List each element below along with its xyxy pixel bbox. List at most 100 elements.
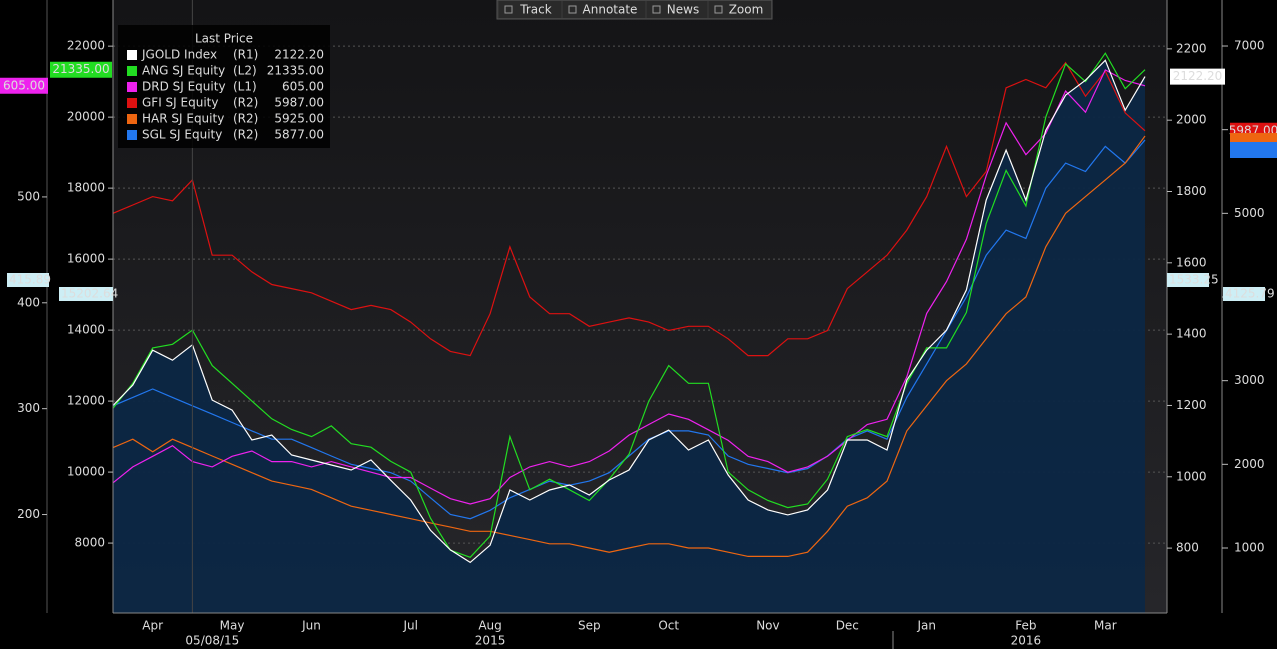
y-tick-label: 22000 xyxy=(67,39,105,53)
y-tick-label: 1400 xyxy=(1176,327,1207,341)
legend-label: DRD SJ Equity xyxy=(142,80,226,94)
x-tick-label: Jul xyxy=(402,619,417,633)
x-tick-label: Feb xyxy=(1015,619,1036,633)
legend-axis-tag: (R2) xyxy=(233,128,258,142)
series-line xyxy=(112,61,1146,357)
legend-label: GFI SJ Equity xyxy=(142,96,218,110)
x-tick-label: Dec xyxy=(836,619,859,633)
series-line xyxy=(112,52,1146,558)
x-tick-label: Nov xyxy=(756,619,779,633)
toolbar-button-label[interactable]: News xyxy=(667,3,699,17)
x-tick-label: Apr xyxy=(142,619,163,633)
y-tick-label: 5000 xyxy=(1234,206,1265,220)
legend-swatch xyxy=(127,114,137,124)
toolbar-icon xyxy=(504,5,513,14)
legend-axis-tag: (R1) xyxy=(233,48,258,62)
last-price-box xyxy=(1230,141,1277,158)
y-tick-label: 1200 xyxy=(1176,398,1207,412)
crosshair-value-box xyxy=(1167,273,1209,287)
legend-swatch xyxy=(127,130,137,140)
crosshair-value-box xyxy=(7,273,49,287)
last-price-box xyxy=(0,77,48,94)
toolbar-button[interactable] xyxy=(499,1,561,18)
y-tick-label: 800 xyxy=(1176,541,1199,555)
last-price-label: 605.00 xyxy=(3,78,45,92)
y-tick-label: 12000 xyxy=(67,394,105,408)
y-tick-label: 1000 xyxy=(1234,540,1265,554)
y-tick-label: 2000 xyxy=(1234,457,1265,471)
toolbar-button-label[interactable]: Annotate xyxy=(583,3,638,17)
legend-swatch xyxy=(127,50,137,60)
year-label: 2016 xyxy=(1011,634,1042,648)
legend-swatch xyxy=(127,66,137,76)
last-price-label: 21335.00 xyxy=(52,62,109,76)
y-tick-label: 1600 xyxy=(1176,255,1207,269)
crosshair-value: 15202.64 xyxy=(61,287,118,301)
legend-axis-tag: (L1) xyxy=(233,80,257,94)
legend-title: Last Price xyxy=(195,32,253,46)
y-tick-label: 18000 xyxy=(67,181,105,195)
y-tick-label: 3000 xyxy=(1234,373,1265,387)
x-tick-label: Aug xyxy=(478,619,501,633)
legend-value: 5877.00 xyxy=(274,128,324,142)
last-price-box xyxy=(1170,68,1225,85)
y-tick-label: 10000 xyxy=(67,465,105,479)
x-tick-label: Sep xyxy=(578,619,601,633)
toolbar-button[interactable] xyxy=(563,1,645,18)
series-line xyxy=(112,135,1146,557)
legend-axis-tag: (R2) xyxy=(233,96,258,110)
crosshair-value-box xyxy=(59,287,113,301)
series-line xyxy=(112,59,1146,564)
legend-axis-tag: (L2) xyxy=(233,64,257,78)
crosshair-value: 4125.79 xyxy=(1225,287,1275,301)
last-price-label: 2122.20 xyxy=(1173,69,1223,83)
y-tick-label: 8000 xyxy=(74,536,105,550)
x-tick-label: Mar xyxy=(1094,619,1117,633)
y-tick-label: 200 xyxy=(17,507,40,521)
toolbar-icon xyxy=(652,5,661,14)
toolbar-button-label[interactable]: Zoom xyxy=(729,3,764,17)
crosshair-date-box xyxy=(182,634,243,649)
y-tick-label: 2200 xyxy=(1176,41,1207,55)
toolbar-icon xyxy=(714,5,723,14)
y-tick-label: 500 xyxy=(17,189,40,203)
y-tick-label: 1000 xyxy=(1176,469,1207,483)
legend-swatch xyxy=(127,98,137,108)
y-tick-label: 20000 xyxy=(67,110,105,124)
legend-value: 21335.00 xyxy=(267,64,324,78)
y-tick-label: 400 xyxy=(17,295,40,309)
y-tick-label: 7000 xyxy=(1234,39,1265,53)
legend-label: ANG SJ Equity xyxy=(142,64,225,78)
x-tick-label: Oct xyxy=(658,619,679,633)
legend-value: 5925.00 xyxy=(274,112,324,126)
y-tick-label: 300 xyxy=(17,401,40,415)
y-tick-label: 14000 xyxy=(67,323,105,337)
legend-label: HAR SJ Equity xyxy=(142,112,224,126)
series-line xyxy=(112,69,1146,505)
area xyxy=(113,60,1145,613)
crosshair-value: 415.89 xyxy=(9,273,51,287)
legend-value: 5987.00 xyxy=(274,96,324,110)
last-price-box xyxy=(50,61,112,78)
x-tick-label: Jan xyxy=(916,619,936,633)
legend-axis-tag: (R2) xyxy=(233,112,258,126)
x-tick-label: Jun xyxy=(301,619,321,633)
toolbar-icon xyxy=(568,5,577,14)
crosshair-value-box xyxy=(1223,287,1265,301)
year-label: 2015 xyxy=(475,634,506,648)
toolbar-button[interactable] xyxy=(709,1,771,18)
x-tick-label: May xyxy=(220,619,245,633)
y-tick-label: 1800 xyxy=(1176,184,1207,198)
y-tick-label: 16000 xyxy=(67,252,105,266)
toolbar-button-label[interactable]: Track xyxy=(519,3,551,17)
legend-value: 605.00 xyxy=(282,80,324,94)
crosshair-date: 05/08/15 xyxy=(185,634,239,648)
legend-swatch xyxy=(127,82,137,92)
legend-value: 2122.20 xyxy=(274,48,324,62)
toolbar-button[interactable] xyxy=(647,1,707,18)
legend-label: JGOLD Index xyxy=(141,48,217,62)
y-tick-label: 2000 xyxy=(1176,113,1207,127)
legend-label: SGL SJ Equity xyxy=(142,128,222,142)
crosshair-value: 1533.25 xyxy=(1169,273,1219,287)
